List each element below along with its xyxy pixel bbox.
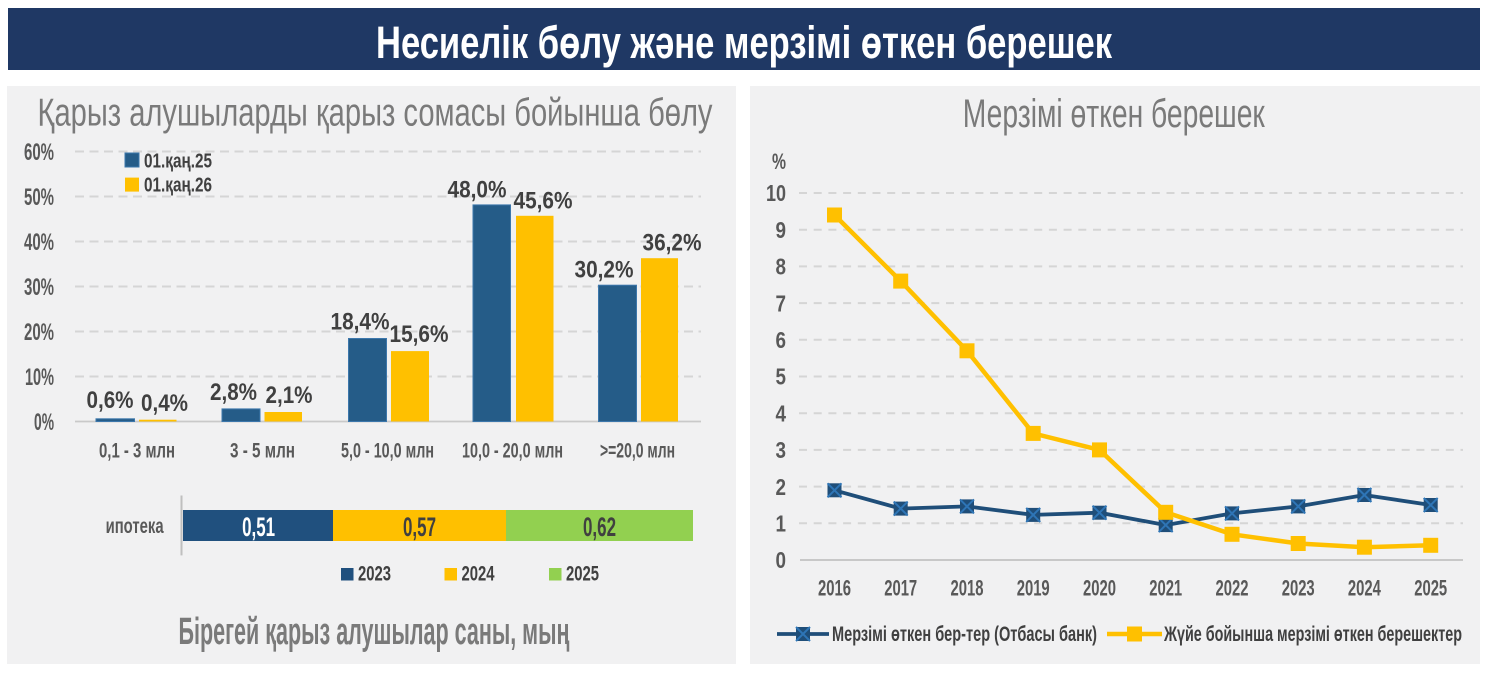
svg-text:2023: 2023 <box>1282 575 1315 600</box>
svg-text:10,0 - 20,0 млн: 10,0 - 20,0 млн <box>462 440 563 463</box>
svg-text:0,1 - 3 млн: 0,1 - 3 млн <box>99 440 175 463</box>
svg-text:10%: 10% <box>25 364 54 391</box>
svg-text:5,0 - 10,0 млн: 5,0 - 10,0 млн <box>341 440 434 463</box>
svg-text:Бірегей қарыз алушылар саны, м: Бірегей қарыз алушылар саны, мың <box>179 611 570 653</box>
svg-text:9: 9 <box>776 217 787 243</box>
svg-text:45,6%: 45,6% <box>514 188 573 215</box>
svg-text:2024: 2024 <box>1348 575 1381 600</box>
svg-text:0: 0 <box>776 547 787 573</box>
svg-text:2017: 2017 <box>884 575 917 600</box>
svg-text:Мерзімі өткен берешек: Мерзімі өткен берешек <box>963 92 1265 136</box>
svg-text:2025: 2025 <box>566 563 599 586</box>
svg-text:%: % <box>772 149 786 174</box>
svg-text:4: 4 <box>776 400 787 426</box>
svg-text:3 - 5 млн: 3 - 5 млн <box>230 440 295 463</box>
svg-text:2024: 2024 <box>462 563 495 586</box>
svg-text:01.қаң.26: 01.қаң.26 <box>144 175 212 197</box>
svg-text:30%: 30% <box>24 274 54 301</box>
svg-text:2023: 2023 <box>358 563 391 586</box>
svg-text:0,4%: 0,4% <box>141 390 188 417</box>
svg-text:2,1%: 2,1% <box>266 382 313 409</box>
svg-text:15,6%: 15,6% <box>390 321 449 348</box>
svg-text:0,62: 0,62 <box>583 512 616 542</box>
svg-text:3: 3 <box>776 437 787 463</box>
svg-text:2: 2 <box>776 474 787 500</box>
svg-text:0,57: 0,57 <box>403 512 436 542</box>
svg-text:0,51: 0,51 <box>242 512 275 542</box>
svg-text:10: 10 <box>766 180 786 206</box>
svg-text:2021: 2021 <box>1149 575 1182 600</box>
svg-text:2016: 2016 <box>818 575 851 600</box>
svg-text:>=20,0 млн: >=20,0 млн <box>600 440 675 463</box>
svg-text:36,2%: 36,2% <box>643 230 702 257</box>
svg-text:5: 5 <box>776 364 787 390</box>
svg-text:2022: 2022 <box>1216 575 1249 600</box>
svg-text:50%: 50% <box>24 184 54 211</box>
svg-text:18,4%: 18,4% <box>331 309 390 336</box>
svg-text:6: 6 <box>776 327 787 353</box>
svg-text:8: 8 <box>776 254 787 280</box>
svg-text:2,8%: 2,8% <box>210 379 257 406</box>
svg-text:1: 1 <box>776 511 787 537</box>
svg-text:Несиелік бөлу және мерзімі өтк: Несиелік бөлу және мерзімі өткен берешек <box>376 17 1112 68</box>
svg-text:40%: 40% <box>24 229 54 256</box>
svg-text:Қарыз алушыларды қарыз сомасы: Қарыз алушыларды қарыз сомасы бойынша бө… <box>38 92 713 135</box>
svg-text:7: 7 <box>776 290 787 316</box>
svg-text:2025: 2025 <box>1414 575 1447 600</box>
svg-text:30,2%: 30,2% <box>575 257 634 284</box>
svg-text:2018: 2018 <box>951 575 984 600</box>
svg-text:0,6%: 0,6% <box>87 387 134 414</box>
svg-text:01.қаң.25: 01.қаң.25 <box>144 151 212 173</box>
svg-text:2020: 2020 <box>1083 575 1116 600</box>
svg-text:2019: 2019 <box>1017 575 1050 600</box>
svg-text:0%: 0% <box>34 409 54 436</box>
svg-text:20%: 20% <box>24 319 54 346</box>
svg-text:Мерзімі өткен бер-тер (Отбасы: Мерзімі өткен бер-тер (Отбасы банк) <box>832 623 1097 646</box>
svg-text:48,0%: 48,0% <box>448 177 507 204</box>
svg-text:ипотека: ипотека <box>106 515 164 538</box>
svg-text:Жүйе бойынша мерзімі өткен бер: Жүйе бойынша мерзімі өткен берешектер <box>1163 623 1462 646</box>
svg-text:60%: 60% <box>24 139 54 166</box>
